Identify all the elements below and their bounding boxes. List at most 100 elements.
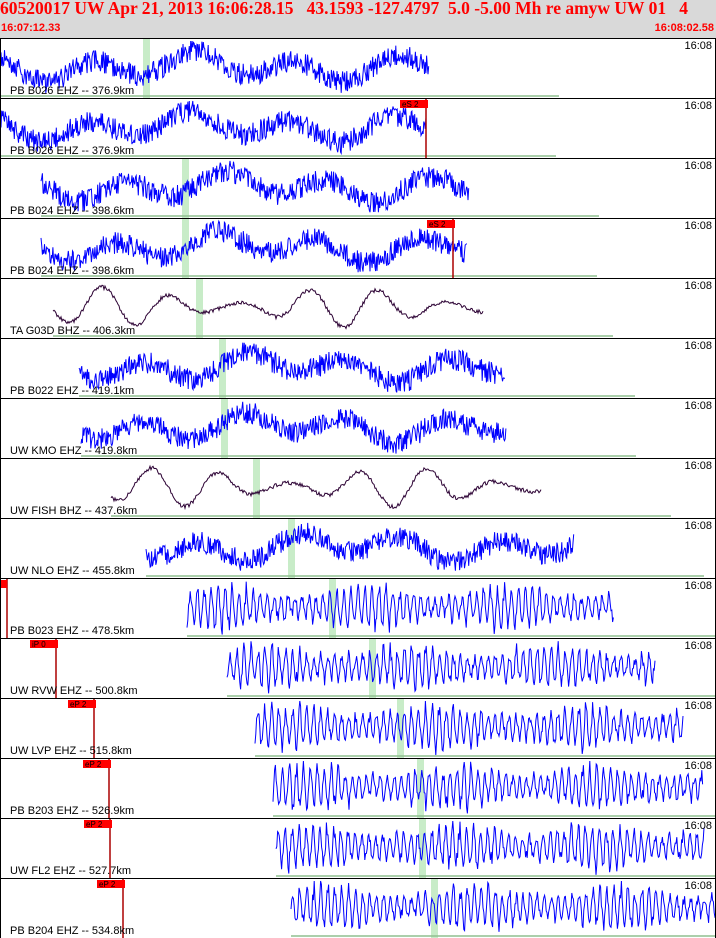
phase-pick-label: eP 2: [85, 760, 102, 769]
trace-panel[interactable]: PB B023 EHZ -- 478.5km 16:08: [0, 578, 716, 638]
trace-panel[interactable]: PB B024 EHZ -- 398.6km 16:08: [0, 158, 716, 218]
channel-label: UW FISH BHZ -- 437.6km: [10, 505, 138, 517]
trace-panel[interactable]: eP 2 UW FL2 EHZ -- 527.7km 16:08: [0, 818, 716, 878]
panel-time-label: 16:08: [684, 220, 712, 232]
waveform-trace: [226, 641, 656, 694]
waveform-plot: eP 2: [68, 699, 715, 758]
panel-time-label: 16:08: [684, 340, 712, 352]
waveform-trace: [186, 581, 614, 635]
phase-window-marker: [253, 459, 260, 518]
waveform-plot: [1, 579, 715, 638]
phase-pick-flag[interactable]: [1, 580, 7, 588]
channel-label: UW NLO EHZ -- 455.8km: [10, 565, 135, 577]
phase-window-marker: [182, 219, 189, 278]
channel-label: UW FL2 EHZ -- 527.7km: [10, 865, 132, 877]
phase-window-marker: [196, 279, 203, 338]
channel-label: UW KMO EHZ -- 419.8km: [10, 445, 138, 457]
event-title: 60520017 UW Apr 21, 2013 16:06:28.15 43.…: [0, 0, 688, 18]
channel-label: TA G03D BHZ -- 406.3km: [10, 325, 136, 337]
waveform-trace: [40, 160, 470, 213]
waveform-plot: [110, 459, 671, 518]
trace-panel[interactable]: eS 2 PB B024 EHZ -- 398.6km 16:08: [0, 218, 716, 278]
phase-window-marker: [369, 639, 376, 698]
waveform-trace: [272, 760, 704, 814]
panel-time-label: 16:08: [684, 520, 712, 532]
trace-panel[interactable]: PB B022 EHZ -- 419.1km 16:08: [0, 338, 716, 398]
channel-label: PB B023 EHZ -- 478.5km: [10, 625, 135, 637]
channel-label: PB B203 EHZ -- 526.9km: [10, 805, 135, 817]
phase-pick-label: eS 2: [429, 220, 446, 229]
panel-time-label: 16:08: [684, 580, 712, 592]
panel-time-label: 16:08: [684, 40, 712, 52]
waveform-trace: [275, 820, 705, 875]
trace-panel[interactable]: UW NLO EHZ -- 455.8km 16:08: [0, 518, 716, 578]
phase-pick-flag[interactable]: [84, 820, 112, 828]
trace-panel[interactable]: PB B026 EHZ -- 376.9km 16:08: [0, 38, 716, 98]
trace-panel[interactable]: TA G03D BHZ -- 406.3km 16:08: [0, 278, 716, 338]
trace-panel[interactable]: eP 2 UW LVP EHZ -- 515.8km 16:08: [0, 698, 716, 758]
panel-time-label: 16:08: [684, 400, 712, 412]
waveform-plot: iP 0: [30, 639, 715, 698]
waveform-trace: [1, 100, 427, 156]
window-end-time: 16:08:02.58: [654, 22, 714, 34]
waveform-trace: [145, 522, 575, 571]
waveform-plot: [78, 339, 635, 398]
waveform-trace: [290, 880, 715, 932]
channel-label: PB B026 EHZ -- 376.9km: [10, 85, 135, 97]
phase-window-marker: [219, 339, 226, 398]
waveform-trace: [40, 219, 468, 273]
waveform-plot: [52, 279, 613, 338]
trace-panel[interactable]: eP 2 PB B203 EHZ -- 526.9km 16:08: [0, 758, 716, 818]
waveform-trace: [254, 700, 684, 756]
channel-label: PB B024 EHZ -- 398.6km: [10, 205, 135, 217]
header-bar: 60520017 UW Apr 21, 2013 16:06:28.15 43.…: [0, 0, 716, 38]
panel-time-label: 16:08: [684, 820, 712, 832]
waveform-plot: eP 2: [84, 819, 715, 878]
phase-window-marker: [397, 699, 404, 758]
channel-label: PB B024 EHZ -- 398.6km: [10, 265, 135, 277]
phase-pick-flag[interactable]: [427, 220, 455, 228]
phase-pick-flag[interactable]: [68, 700, 96, 708]
phase-pick-label: eP 2: [70, 700, 87, 709]
phase-pick-flag[interactable]: [97, 880, 125, 888]
phase-pick-label: iP 0: [32, 640, 46, 649]
phase-window-marker: [288, 519, 295, 578]
channel-label: UW LVP EHZ -- 515.8km: [10, 745, 132, 757]
phase-pick-label: eS 2: [402, 100, 419, 109]
waveform-trace: [78, 342, 506, 393]
panel-time-label: 16:08: [684, 160, 712, 172]
waveform-trace: [1, 40, 430, 93]
window-start-time: 16:07:12.33: [1, 22, 61, 34]
panel-time-label: 16:08: [684, 700, 712, 712]
phase-window-marker: [143, 39, 150, 98]
waveform-trace: [52, 284, 484, 330]
channel-label: PB B022 EHZ -- 419.1km: [10, 385, 135, 397]
trace-panel[interactable]: UW FISH BHZ -- 437.6km 16:08: [0, 458, 716, 518]
phase-pick-flag[interactable]: [400, 100, 428, 108]
waveform-plot: [80, 399, 636, 458]
waveform-plot: [1, 39, 559, 98]
panel-time-label: 16:08: [684, 880, 712, 892]
phase-pick-label: eP 2: [86, 820, 103, 829]
trace-panel[interactable]: iP 0 UW RVW EHZ -- 500.8km 16:08: [0, 638, 716, 698]
panel-time-label: 16:08: [684, 460, 712, 472]
trace-panel[interactable]: eP 2 PB B204 EHZ -- 534.8km 16:08: [0, 878, 716, 938]
phase-pick-flag[interactable]: [30, 640, 58, 648]
phase-pick-flag[interactable]: [83, 760, 111, 768]
waveform-plot: [145, 519, 704, 578]
channel-label: UW RVW EHZ -- 500.8km: [10, 685, 138, 697]
trace-panel[interactable]: UW KMO EHZ -- 419.8km 16:08: [0, 398, 716, 458]
trace-panel[interactable]: eS 2 PB B026 EHZ -- 376.9km 16:08: [0, 98, 716, 158]
waveform-plot: eP 2: [97, 879, 715, 938]
waveform-plot: eS 2: [1, 99, 556, 158]
panel-time-label: 16:08: [684, 100, 712, 112]
waveform-trace: [110, 464, 542, 511]
panel-time-label: 16:08: [684, 760, 712, 772]
phase-pick-label: eP 2: [99, 880, 116, 889]
waveform-plot: eP 2: [83, 759, 715, 818]
waveform-plot: [40, 159, 599, 218]
panel-time-label: 16:08: [684, 640, 712, 652]
waveform-plot: eS 2: [40, 219, 597, 278]
channel-label: PB B204 EHZ -- 534.8km: [10, 925, 135, 937]
phase-window-marker: [329, 579, 336, 638]
